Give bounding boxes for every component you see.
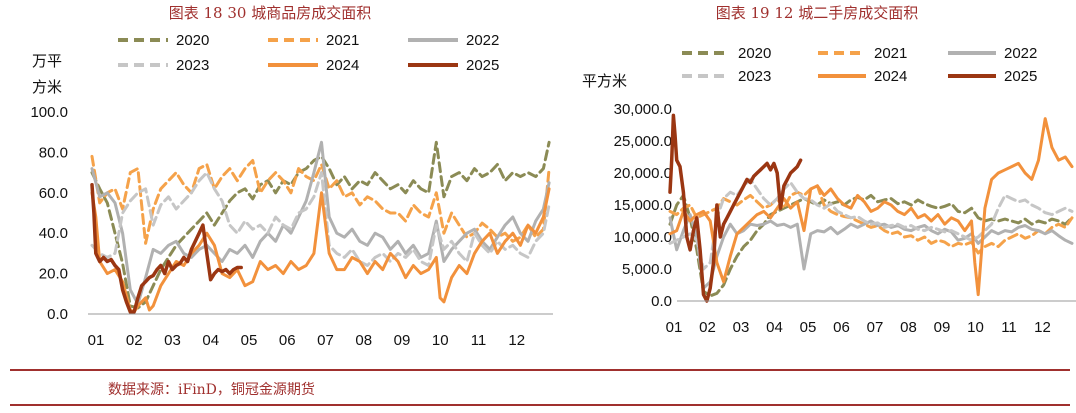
y-tick-label: 80.0 (39, 144, 68, 161)
series-line-2020 (668, 193, 1074, 298)
y-tick-label: 15,000.0 (614, 197, 672, 214)
y-tick-label: 20,000.0 (614, 165, 672, 182)
x-tick-label: 05 (241, 332, 258, 349)
y-tick-label: 30,000.0 (614, 101, 672, 118)
legend: 2020 2021 2022 2023 2024 2025 (682, 45, 1037, 85)
legend-label-2022: 2022 (1004, 45, 1037, 62)
y-axis-ticks: 100.0 80.0 60.0 40.0 20.0 0.0 (30, 104, 68, 323)
plot-area (90, 140, 551, 314)
x-tick-label: 07 (317, 332, 334, 349)
x-tick-label: 12 (508, 332, 525, 349)
y-tick-label: 20.0 (39, 266, 68, 283)
x-tick-label: 11 (1001, 319, 1017, 336)
x-axis-ticks: 01 02 03 04 05 06 07 08 09 10 11 12 (88, 332, 525, 349)
x-tick-label: 03 (733, 319, 750, 336)
y-tick-label: 10,000.0 (614, 229, 672, 246)
legend-label-2024: 2024 (874, 68, 907, 85)
y-tick-label: 0.0 (47, 306, 68, 323)
series-line-2024 (668, 117, 1074, 297)
legend-label-2020: 2020 (738, 45, 771, 62)
x-tick-label: 04 (766, 319, 783, 336)
y-tick-label: 25,000.0 (614, 133, 672, 150)
y-tick-label: 0.0 (651, 293, 672, 310)
x-tick-label: 01 (88, 332, 105, 349)
x-tick-label: 09 (934, 319, 951, 336)
y-tick-label: 60.0 (39, 185, 68, 202)
series-line-2021 (668, 184, 1074, 255)
legend-label-2025: 2025 (1004, 68, 1037, 85)
series-line-2020 (90, 140, 551, 310)
chart-title: 图表 18 30 城商品房成交面积 (169, 4, 371, 22)
x-tick-label: 11 (471, 332, 487, 349)
legend-label-2021: 2021 (874, 45, 907, 62)
y-axis-label-line1: 万平 (32, 52, 62, 70)
x-tick-label: 05 (800, 319, 817, 336)
plot-area (668, 113, 1074, 303)
y-axis-ticks: 30,000.0 25,000.0 20,000.0 15,000.0 10,000.0… (614, 101, 672, 310)
x-tick-label: 12 (1034, 319, 1051, 336)
legend-label-2023: 2023 (738, 68, 771, 85)
x-tick-label: 10 (967, 319, 984, 336)
x-tick-label: 02 (126, 332, 143, 349)
legend-label-2021: 2021 (326, 32, 359, 49)
source-note: 数据来源：iFinD，铜冠金源期货 (108, 381, 315, 398)
chart-title: 图表 19 12 城二手房成交面积 (716, 4, 918, 22)
y-axis-label-line1: 平方米 (582, 72, 627, 90)
series-line-2025 (90, 182, 243, 314)
series-line-2024 (90, 187, 551, 314)
x-tick-label: 06 (833, 319, 850, 336)
x-tick-label: 09 (394, 332, 411, 349)
legend-label-2025: 2025 (466, 57, 499, 74)
x-tick-label: 08 (900, 319, 917, 336)
y-tick-label: 40.0 (39, 225, 68, 242)
y-axis-label-line2: 方米 (32, 78, 62, 96)
x-tick-label: 08 (355, 332, 372, 349)
chart-12-city-resale-area: 图表 19 12 城二手房成交面积 平方米 30,000.0 25,000.0 20… (582, 4, 1076, 336)
x-tick-label: 07 (867, 319, 884, 336)
series-line-2022 (90, 140, 551, 306)
x-tick-label: 06 (279, 332, 296, 349)
series-line-2023 (90, 171, 551, 267)
legend-label-2024: 2024 (326, 57, 359, 74)
y-tick-label: 5,000.0 (622, 261, 672, 278)
legend-label-2023: 2023 (176, 57, 209, 74)
x-tick-label: 10 (432, 332, 449, 349)
x-tick-label: 03 (164, 332, 181, 349)
x-axis-ticks: 01 02 03 04 05 06 07 08 09 10 11 12 (666, 319, 1051, 336)
series-line-2025 (668, 113, 803, 303)
legend-label-2022: 2022 (466, 32, 499, 49)
x-tick-label: 04 (202, 332, 219, 349)
x-tick-label: 02 (699, 319, 716, 336)
legend: 2020 2021 2022 2023 2024 2025 (118, 32, 499, 74)
y-tick-label: 100.0 (30, 104, 68, 121)
x-tick-label: 01 (666, 319, 683, 336)
chart-30-city-new-home-area: 图表 18 30 城商品房成交面积 万平 方米 100.080.060.040.… (30, 4, 553, 349)
legend-label-2020: 2020 (176, 32, 209, 49)
